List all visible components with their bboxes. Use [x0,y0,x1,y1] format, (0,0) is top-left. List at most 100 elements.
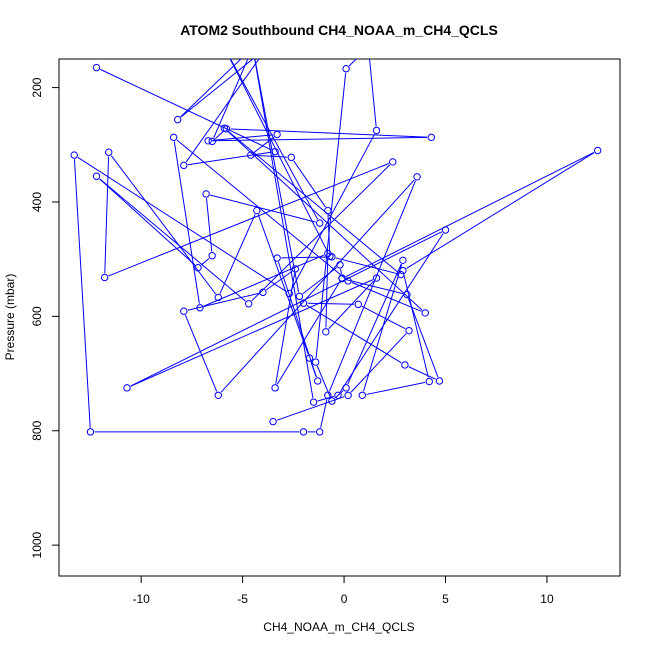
data-point [372,274,381,282]
data-point [358,391,367,399]
series-segment [229,59,329,253]
data-point [324,391,332,399]
series-segment [77,156,287,292]
series-segment [230,59,319,220]
data-point [123,384,131,392]
data-point [271,384,279,392]
data-point [92,172,101,180]
data-point [313,377,322,385]
data-point [247,151,255,159]
data-point [220,124,229,132]
x-axis-label: CH4_NOAA_m_CH4_QCLS [263,620,414,634]
series-segment [339,233,444,393]
data-point [324,206,332,215]
data-point [342,65,350,73]
data-point [250,44,256,50]
data-point [372,126,381,135]
data-point [309,398,318,406]
data-point [354,300,362,309]
series-segment [173,141,200,304]
data-point [399,256,407,265]
series-segment [335,257,397,275]
series-segment [325,257,329,328]
series-segment [180,59,242,118]
series-segment [407,298,439,378]
data-point [86,428,95,436]
y-axis: 200 400 600 800 1000 [30,77,60,558]
data-point [253,206,261,215]
data-point [180,161,188,170]
series-segment [212,134,273,141]
x-tick-label: -5 [237,592,248,606]
data-point [344,391,352,399]
data-point [271,147,279,156]
data-point [342,384,350,392]
data-point [259,288,267,297]
series-segment [230,128,428,138]
series-segment [266,270,293,291]
data-point [322,328,330,336]
series-segment [315,72,347,358]
data-point [441,226,450,234]
data-point [180,307,188,315]
data-point [269,417,277,426]
data-point [403,290,411,299]
y-tick-label: 400 [30,192,44,212]
series-segment [227,130,398,273]
y-tick-label: 600 [30,306,44,326]
data-point [287,153,296,162]
series-segment [257,214,309,355]
series-layer [70,44,602,436]
data-point [285,289,293,298]
series-segment [110,155,217,295]
series-segment [403,274,429,378]
data-point [208,252,216,260]
series-segment [220,179,415,393]
series-segment [317,395,335,402]
series-segment [176,139,346,279]
data-point [316,428,324,436]
series-segment [350,333,407,393]
series-segment [345,151,595,278]
series-segment [254,59,300,293]
series-segment [276,281,341,385]
data-point [173,115,182,124]
data-point [399,266,407,275]
series-segment [73,159,91,428]
data-point [100,273,109,282]
series-segment [361,305,406,330]
series-segment [307,302,355,305]
data-point [273,130,281,139]
series-segment [363,264,403,392]
data-point [204,137,212,145]
series-segment [100,68,272,151]
data-point [273,254,281,262]
series-segment [130,231,442,387]
data-point [305,354,314,362]
data-point [397,270,405,279]
series-segment [277,261,317,378]
series-segment [366,381,426,395]
series-segment [200,258,210,266]
x-tick-label: 10 [540,592,554,606]
series-segment [210,194,316,223]
series-segment [293,160,326,208]
series-segment [290,133,375,291]
data-point [250,44,256,50]
x-tick-label: 0 [341,592,348,606]
data-point [299,428,308,436]
series-segment [408,366,436,380]
series-segment [130,279,373,387]
series-segment [185,59,260,163]
data-point [413,173,421,181]
series-segment [213,59,249,138]
data-point [316,219,324,227]
series-segment [203,254,325,307]
data-point [593,146,602,155]
data-point [196,304,204,312]
series-segment [227,130,423,311]
data-point [365,44,371,50]
data-point [324,249,332,258]
data-point [202,190,210,198]
